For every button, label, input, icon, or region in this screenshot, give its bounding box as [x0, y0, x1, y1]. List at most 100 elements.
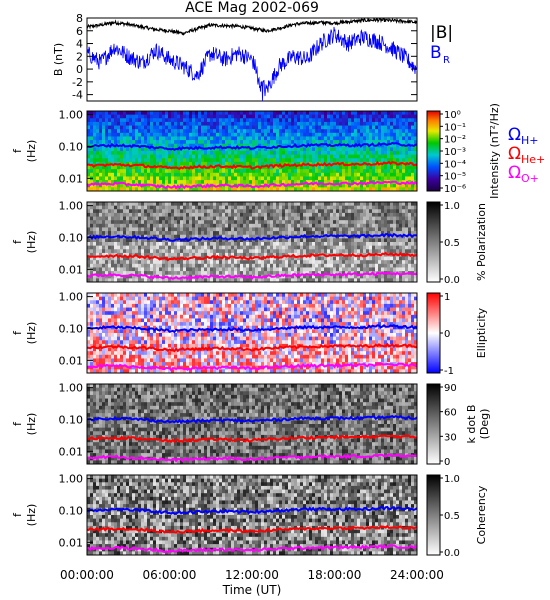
spectrogram-cell — [144, 180, 148, 185]
spectrogram-cell — [291, 161, 295, 166]
spectrogram-cell — [366, 267, 370, 272]
spectrogram-cell — [114, 271, 118, 276]
spectrogram-cell — [261, 260, 265, 265]
spectrogram-cell — [381, 125, 385, 130]
spectrogram-cell — [333, 249, 337, 254]
spectrogram-cell — [267, 129, 271, 134]
spectrogram-cell — [372, 165, 376, 170]
spectrogram-cell — [327, 158, 331, 163]
spectrogram-cell — [105, 263, 109, 268]
spectrogram-cell — [105, 172, 109, 177]
spectrogram-cell — [135, 187, 139, 192]
spectrogram-cell — [255, 216, 259, 221]
spectrogram-cell — [198, 165, 202, 170]
spectrogram-cell — [294, 231, 298, 236]
spectrogram-cell — [396, 263, 400, 268]
spectrogram-cell — [288, 205, 292, 210]
spectrogram-cell — [369, 125, 373, 130]
spectrogram-cell — [243, 187, 247, 192]
spectrogram-cell — [231, 125, 235, 130]
spectrogram-cell — [306, 129, 310, 134]
spectrogram-cell — [132, 154, 136, 159]
spectrogram-cell — [321, 180, 325, 185]
spectrogram-cell — [129, 245, 133, 250]
spectrogram-cell — [237, 205, 241, 210]
spectrogram-cell — [228, 216, 232, 221]
spectrogram-cell — [381, 151, 385, 156]
spectrogram-cell — [144, 172, 148, 177]
spectrogram-cell — [252, 209, 256, 214]
spectrogram-cell — [177, 111, 181, 116]
spectrogram-cell — [390, 212, 394, 217]
spectrogram-cell — [147, 260, 151, 265]
spectrogram-cell — [255, 205, 259, 210]
spectrogram-cell — [240, 227, 244, 232]
spectrogram-cell — [324, 183, 328, 188]
spectrogram-cell — [123, 256, 127, 261]
spectrogram-cell — [369, 118, 373, 123]
spectrogram-cell — [189, 227, 193, 232]
spectrogram-cell — [345, 223, 349, 228]
spectrogram-cell — [204, 260, 208, 265]
spectrogram-cell — [312, 183, 316, 188]
spectrogram-cell — [315, 176, 319, 181]
spectrogram-cell — [192, 187, 196, 192]
spectrogram-cell — [201, 278, 205, 283]
spectrogram-cell — [309, 271, 313, 276]
spectrogram-cell — [108, 121, 112, 126]
spectrogram-cell — [114, 216, 118, 221]
spectrogram-cell — [111, 129, 115, 134]
spectrogram-cell — [171, 183, 175, 188]
spectrogram-cell — [270, 234, 274, 239]
spectrogram-cell — [318, 242, 322, 247]
spectrogram-cell — [360, 154, 364, 159]
spectrogram-cell — [90, 227, 94, 232]
spectrogram-cell — [297, 132, 301, 137]
spectrogram-cell — [339, 227, 343, 232]
spectrogram-cell — [93, 362, 97, 367]
spectrogram-cell — [114, 231, 118, 236]
spectrogram-cell — [171, 202, 175, 207]
spectrogram-cell — [147, 216, 151, 221]
spectrogram-cell — [390, 114, 394, 119]
spectrogram-cell — [354, 263, 358, 268]
spectrogram-cell — [411, 212, 415, 217]
spectrogram-cell — [192, 132, 196, 137]
spectrogram-cell — [336, 180, 340, 185]
spectrogram-cell — [237, 121, 241, 126]
spectrogram-cell — [321, 220, 325, 225]
spectrogram-cell — [156, 176, 160, 181]
spectrogram-cell — [156, 267, 160, 272]
spectrogram-cell — [105, 187, 109, 192]
spectrogram-cell — [333, 202, 337, 207]
spectrogram-cell — [261, 180, 265, 185]
spectrogram-cell — [330, 256, 334, 261]
spectrogram-cell — [168, 111, 172, 116]
spectrogram-cell — [363, 125, 367, 130]
spectrogram-cell — [303, 212, 307, 217]
spectrogram-cell — [291, 180, 295, 185]
spectrogram-cell — [393, 278, 397, 283]
spectrogram-cell — [165, 176, 169, 181]
spectrogram-cell — [363, 169, 367, 174]
spectrogram-cell — [399, 267, 403, 272]
spectrogram-cell — [180, 202, 184, 207]
spectrogram-cell — [207, 180, 211, 185]
y-axis-label-symbol: f — [11, 239, 24, 244]
spectrogram-cell — [276, 161, 280, 166]
spectrogram-cell — [210, 234, 214, 239]
spectrogram-cell — [117, 274, 121, 279]
spectrogram-cell — [234, 118, 238, 123]
spectrogram-cell — [120, 227, 124, 232]
spectrogram-cell — [255, 234, 259, 239]
spectrogram-cell — [333, 187, 337, 192]
spectrogram-cell — [261, 129, 265, 134]
spectrogram-cell — [174, 143, 178, 148]
spectrogram-cell — [201, 180, 205, 185]
spectrogram-cell — [267, 147, 271, 152]
spectrogram-cell — [234, 278, 238, 283]
spectrogram-cell — [288, 267, 292, 272]
spectrogram-cell — [99, 118, 103, 123]
spectrogram-cell — [255, 118, 259, 123]
spectrogram-cell — [174, 114, 178, 119]
